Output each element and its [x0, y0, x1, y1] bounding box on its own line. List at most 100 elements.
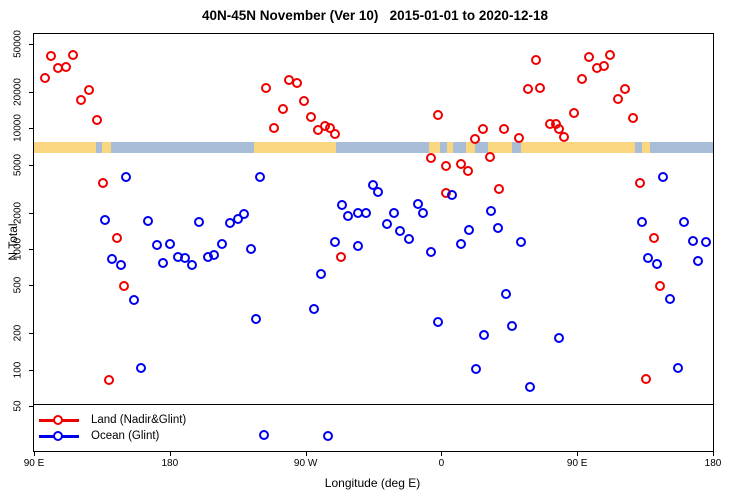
data-point-land [612, 93, 623, 104]
data-point-ocean [394, 226, 405, 237]
data-point-ocean [352, 240, 363, 251]
x-tick-label: 90 W [293, 458, 318, 469]
data-point-ocean [464, 225, 474, 236]
data-point-ocean [315, 269, 326, 280]
data-point-ocean [151, 239, 162, 250]
data-point-land [577, 73, 588, 84]
data-point-ocean [250, 314, 261, 325]
data-point-land [103, 375, 114, 386]
data-point-ocean [413, 198, 423, 209]
data-point-ocean [417, 208, 428, 219]
data-point-land [523, 83, 533, 94]
legend-land-label: Land (Nadir&Glint) [91, 414, 187, 426]
x-tick-label: 180 [704, 458, 722, 469]
map-band-ocean-segment [453, 142, 466, 153]
data-point-ocean [308, 304, 319, 315]
data-point-land [97, 177, 108, 188]
data-point-land [462, 165, 473, 176]
data-point-ocean [135, 362, 146, 373]
map-band-ocean-segment [95, 142, 102, 153]
legend-ocean-label: Ocean (Glint) [91, 430, 160, 442]
legend-land-symbol [39, 415, 79, 425]
data-point-ocean [425, 246, 436, 257]
data-point-ocean [507, 321, 518, 332]
data-point-ocean [486, 205, 497, 216]
data-point-land [559, 131, 570, 142]
data-point-ocean [322, 431, 333, 442]
data-point-land [269, 123, 280, 134]
x-tick-label: 90 E [566, 458, 588, 469]
data-point-ocean [194, 216, 205, 227]
map-band-land-segment [521, 142, 635, 153]
data-point-ocean [470, 364, 481, 375]
legend-land-circle-icon [53, 415, 63, 425]
data-point-ocean [258, 429, 269, 440]
data-point-ocean [382, 218, 393, 229]
data-point-ocean [255, 171, 266, 182]
data-point-ocean [446, 189, 457, 200]
data-point-land [440, 160, 451, 171]
data-point-ocean [330, 237, 341, 248]
y-tick-mark [29, 43, 34, 45]
data-point-land [534, 83, 545, 94]
data-point-ocean [554, 332, 565, 343]
x-tick-label: 90 E [23, 458, 45, 469]
data-point-land [46, 50, 57, 61]
data-point-land [598, 60, 609, 71]
reference-line [34, 403, 713, 405]
data-point-land [469, 133, 480, 144]
data-point-ocean [389, 208, 400, 219]
data-point-land [619, 83, 630, 94]
data-point-ocean [360, 208, 371, 219]
data-point-ocean [642, 253, 653, 264]
y-axis-title: N Total [6, 223, 20, 261]
data-point-ocean [100, 214, 111, 225]
data-point-land [111, 233, 122, 244]
x-tick-label: 0 [438, 458, 445, 469]
x-axis-title: Longitude (deg E) [324, 476, 421, 490]
map-band-land-segment [642, 142, 650, 153]
map-band-ocean-segment [649, 142, 713, 153]
data-point-land [494, 183, 505, 194]
data-point-land [432, 109, 443, 120]
legend: Land (Nadir&Glint) Ocean (Glint) [39, 412, 186, 444]
x-tick-mark [441, 451, 443, 456]
data-point-land [634, 177, 645, 188]
data-point-ocean [164, 238, 175, 249]
data-point-ocean [233, 214, 243, 225]
data-point-ocean [336, 200, 347, 211]
data-point-ocean [403, 233, 414, 244]
x-tick-mark [713, 451, 714, 456]
data-point-land [118, 281, 129, 292]
data-point-ocean [432, 317, 443, 328]
map-band-ocean-segment [474, 142, 489, 153]
chart-title: 40N-45N November (Ver 10) 2015-01-01 to … [202, 8, 548, 23]
y-tick-mark [29, 128, 34, 130]
data-point-land [641, 373, 651, 384]
legend-entry-land: Land (Nadir&Glint) [39, 412, 186, 428]
data-point-land [477, 124, 488, 134]
map-band-land-segment [447, 142, 454, 153]
data-point-land [531, 54, 541, 65]
data-point-ocean [652, 259, 663, 270]
map-band-land-segment [488, 142, 513, 153]
data-point-land [60, 62, 71, 73]
data-point-land [67, 50, 78, 61]
data-point-ocean [701, 236, 712, 247]
x-tick-mark [577, 451, 579, 456]
data-point-ocean [142, 215, 153, 226]
data-point-land [336, 251, 347, 262]
data-point-ocean [116, 260, 127, 271]
data-point-ocean [693, 256, 704, 267]
data-point-ocean [516, 237, 527, 248]
data-point-ocean [688, 236, 699, 247]
data-point-ocean [342, 211, 353, 222]
data-point-land [569, 107, 580, 118]
data-point-land [277, 104, 288, 115]
legend-entry-ocean: Ocean (Glint) [39, 428, 186, 444]
x-tick-mark [34, 451, 35, 456]
data-point-ocean [217, 238, 227, 249]
map-band-land-segment [34, 142, 96, 153]
map-band-ocean-segment [335, 142, 430, 153]
